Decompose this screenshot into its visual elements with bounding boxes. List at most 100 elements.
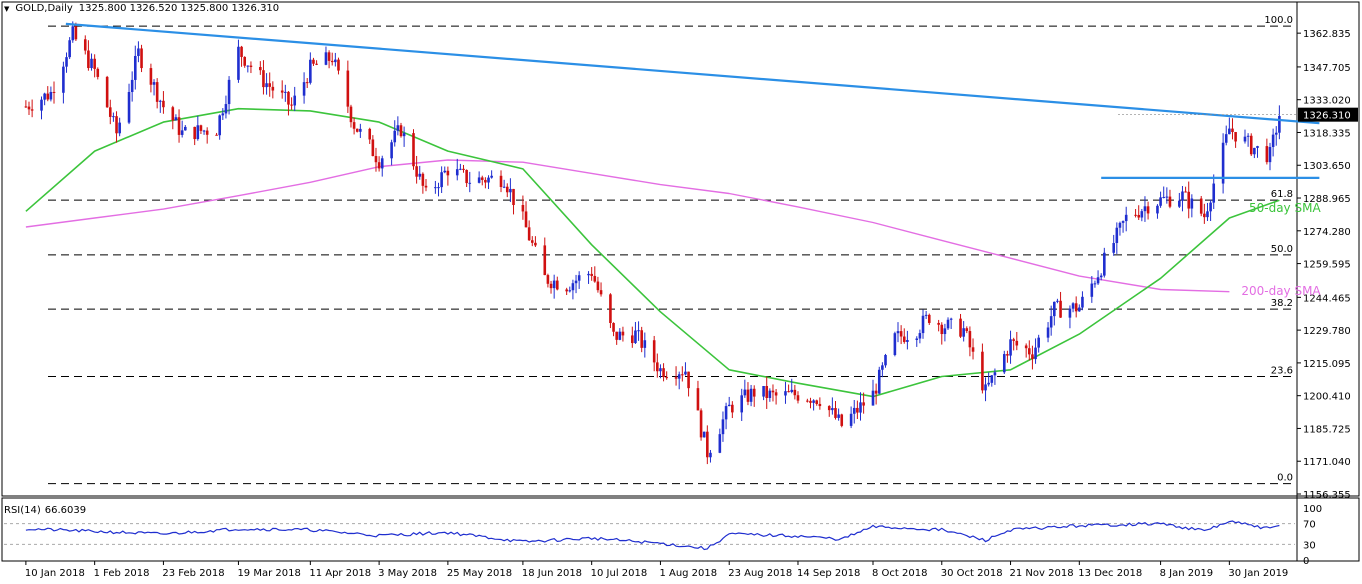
candle[interactable]: [1156, 204, 1159, 219]
candle[interactable]: [399, 122, 403, 138]
candle[interactable]: [656, 353, 659, 378]
candle[interactable]: [380, 155, 384, 177]
candle[interactable]: [1187, 181, 1191, 219]
candle[interactable]: [943, 323, 947, 342]
candle[interactable]: [859, 392, 862, 421]
candle[interactable]: [896, 322, 900, 343]
candle[interactable]: [434, 180, 437, 194]
candle[interactable]: [468, 171, 472, 193]
candle[interactable]: [402, 126, 406, 147]
candle[interactable]: [840, 413, 844, 428]
downtrend-line[interactable]: [65, 22, 1320, 125]
candle[interactable]: [702, 431, 706, 438]
candle[interactable]: [259, 61, 262, 75]
candle[interactable]: [965, 326, 969, 334]
candle[interactable]: [1274, 126, 1278, 146]
candle[interactable]: [349, 104, 353, 128]
candle[interactable]: [915, 336, 919, 347]
candle[interactable]: [1046, 322, 1050, 343]
candle[interactable]: [1002, 350, 1006, 375]
candle[interactable]: [871, 379, 875, 406]
candle[interactable]: [530, 236, 534, 247]
candle[interactable]: [1103, 247, 1106, 278]
candle[interactable]: [415, 155, 418, 184]
candle[interactable]: [477, 171, 481, 184]
candle[interactable]: [1071, 302, 1075, 313]
candle[interactable]: [224, 95, 228, 119]
candle[interactable]: [662, 363, 665, 382]
candle[interactable]: [984, 377, 987, 402]
candle[interactable]: [184, 125, 187, 131]
candle[interactable]: [971, 338, 975, 360]
candle[interactable]: [1093, 280, 1097, 288]
candle[interactable]: [227, 76, 231, 115]
candle[interactable]: [615, 331, 618, 345]
candle[interactable]: [149, 63, 153, 93]
candle[interactable]: [359, 123, 362, 138]
candle[interactable]: [831, 397, 834, 415]
candle[interactable]: [30, 99, 34, 118]
candle[interactable]: [1121, 220, 1125, 233]
candle[interactable]: [677, 371, 681, 390]
candle[interactable]: [249, 61, 253, 74]
candle[interactable]: [68, 37, 71, 60]
candle[interactable]: [1009, 330, 1012, 364]
candle[interactable]: [1140, 208, 1144, 222]
candle[interactable]: [621, 326, 625, 342]
candle[interactable]: [940, 322, 944, 345]
candle[interactable]: [731, 401, 734, 419]
candle[interactable]: [990, 375, 994, 387]
candle[interactable]: [418, 165, 422, 180]
candle[interactable]: [265, 73, 268, 95]
candle[interactable]: [546, 273, 550, 288]
candle[interactable]: [1268, 142, 1272, 171]
candle[interactable]: [927, 313, 931, 325]
candle[interactable]: [924, 310, 928, 320]
candle[interactable]: [240, 45, 243, 67]
candle[interactable]: [499, 170, 503, 193]
candle[interactable]: [534, 236, 537, 248]
candle[interactable]: [634, 321, 637, 344]
candle[interactable]: [177, 109, 181, 143]
candle[interactable]: [118, 117, 121, 137]
candle[interactable]: [574, 274, 578, 294]
candle[interactable]: [899, 325, 903, 345]
candle[interactable]: [424, 179, 428, 192]
candle[interactable]: [243, 56, 246, 68]
candle[interactable]: [352, 117, 356, 135]
candle[interactable]: [368, 127, 372, 144]
candle[interactable]: [440, 166, 443, 194]
candle[interactable]: [1049, 305, 1053, 336]
candle[interactable]: [1037, 334, 1040, 353]
rsi-line[interactable]: [25, 520, 1280, 551]
candle[interactable]: [862, 392, 865, 414]
candle[interactable]: [1209, 199, 1212, 221]
candle[interactable]: [1243, 129, 1247, 144]
candle[interactable]: [549, 280, 553, 294]
candle[interactable]: [462, 164, 465, 173]
candle[interactable]: [1099, 273, 1103, 281]
candle[interactable]: [127, 83, 131, 125]
candle[interactable]: [171, 105, 175, 130]
candle[interactable]: [246, 65, 250, 73]
candle[interactable]: [699, 408, 703, 441]
candle[interactable]: [327, 50, 331, 69]
candle[interactable]: [906, 330, 909, 350]
candle[interactable]: [315, 60, 318, 66]
candle[interactable]: [599, 282, 603, 297]
candle[interactable]: [946, 317, 950, 330]
candle[interactable]: [1159, 191, 1162, 208]
candle[interactable]: [1246, 133, 1250, 147]
candle[interactable]: [884, 353, 887, 368]
collapse-triangle-icon[interactable]: ▼: [4, 4, 10, 13]
candle[interactable]: [640, 326, 643, 353]
candle[interactable]: [1078, 304, 1081, 312]
candle[interactable]: [771, 384, 775, 402]
candle[interactable]: [1068, 305, 1072, 329]
candle[interactable]: [271, 81, 275, 99]
candle[interactable]: [287, 91, 290, 116]
candle[interactable]: [1081, 291, 1084, 311]
candle[interactable]: [1053, 301, 1056, 326]
candle[interactable]: [809, 397, 812, 409]
candle[interactable]: [24, 100, 28, 108]
